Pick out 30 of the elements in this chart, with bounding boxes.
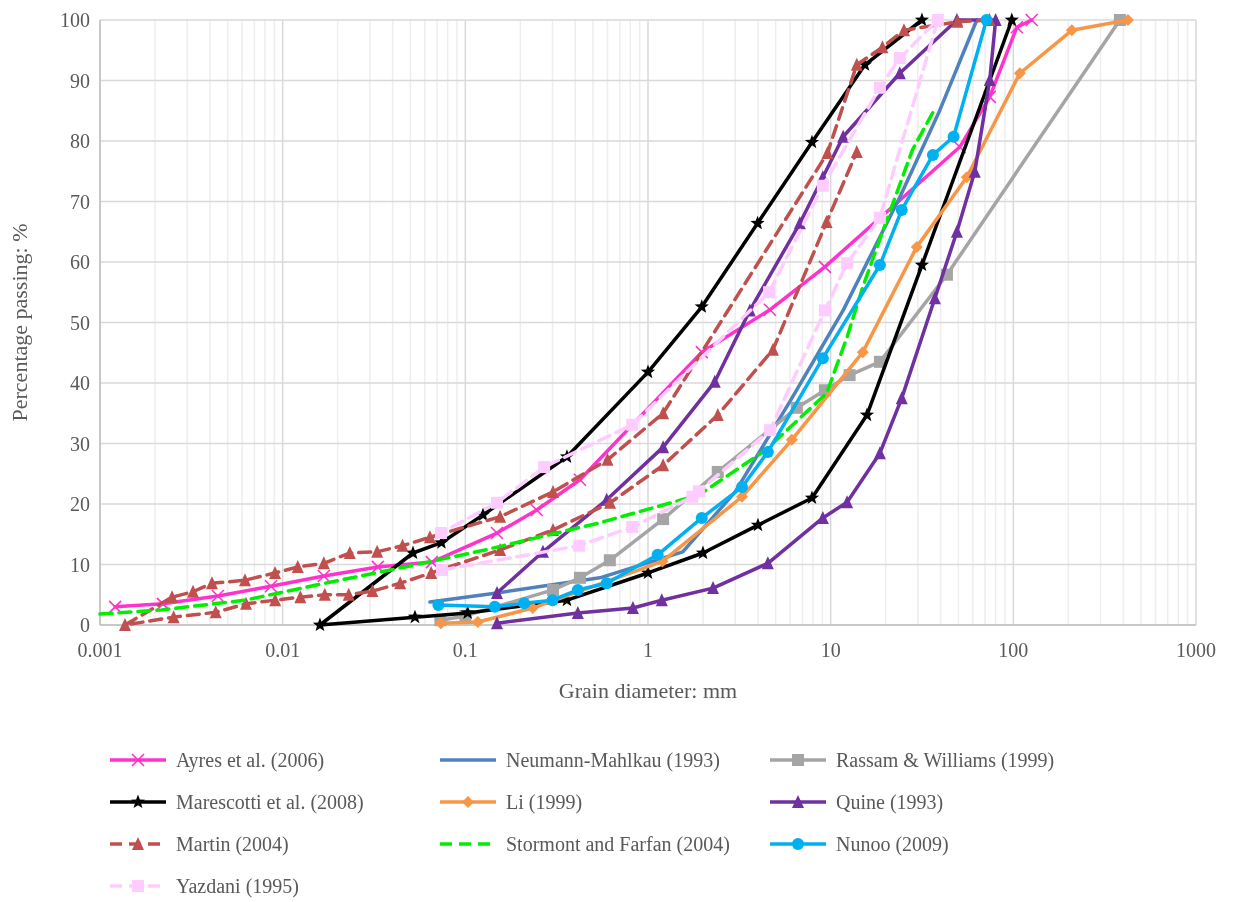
legend-label: Li (1999) [506,791,583,814]
y-tick-label: 70 [70,190,90,213]
x-tick-label: 100 [998,639,1029,661]
x-tick-label: 0.1 [452,639,478,661]
x-tick-label: 0.001 [77,639,123,661]
legend-label: Ayres et al. (2006) [176,749,325,772]
legend-label: Rassam & Williams (1999) [836,749,1055,772]
y-tick-label: 80 [70,130,90,152]
y-tick-label: 40 [70,372,90,394]
legend-label: Stormont and Farfan (2004) [506,833,730,856]
x-axis-title: Grain diameter: mm [558,678,738,703]
legend-label: Martin (2004) [176,833,289,856]
y-tick-label: 0 [80,614,90,636]
x-tick-label: 1 [643,639,653,661]
legend-label: Quine (1993) [836,791,944,814]
x-tick-label: 10 [820,639,841,661]
legend-label: Neumann-Mahlkau (1993) [506,749,720,772]
y-tick-label: 30 [70,432,90,455]
y-tick-label: 90 [70,69,90,92]
y-tick-label: 20 [70,493,90,515]
x-tick-label: 0.01 [265,639,301,661]
legend-label: Nunoo (2009) [836,833,949,856]
y-tick-label: 10 [70,553,90,576]
y-axis-title: Percentage passing: % [7,223,32,422]
y-tick-label: 60 [70,251,90,273]
y-tick-label: 100 [60,9,90,31]
legend-label: Yazdani (1995) [176,875,299,898]
legend-label: Marescotti et al. (2008) [176,791,364,814]
y-tick-label: 50 [70,311,90,334]
x-tick-label: 1000 [1176,639,1216,661]
